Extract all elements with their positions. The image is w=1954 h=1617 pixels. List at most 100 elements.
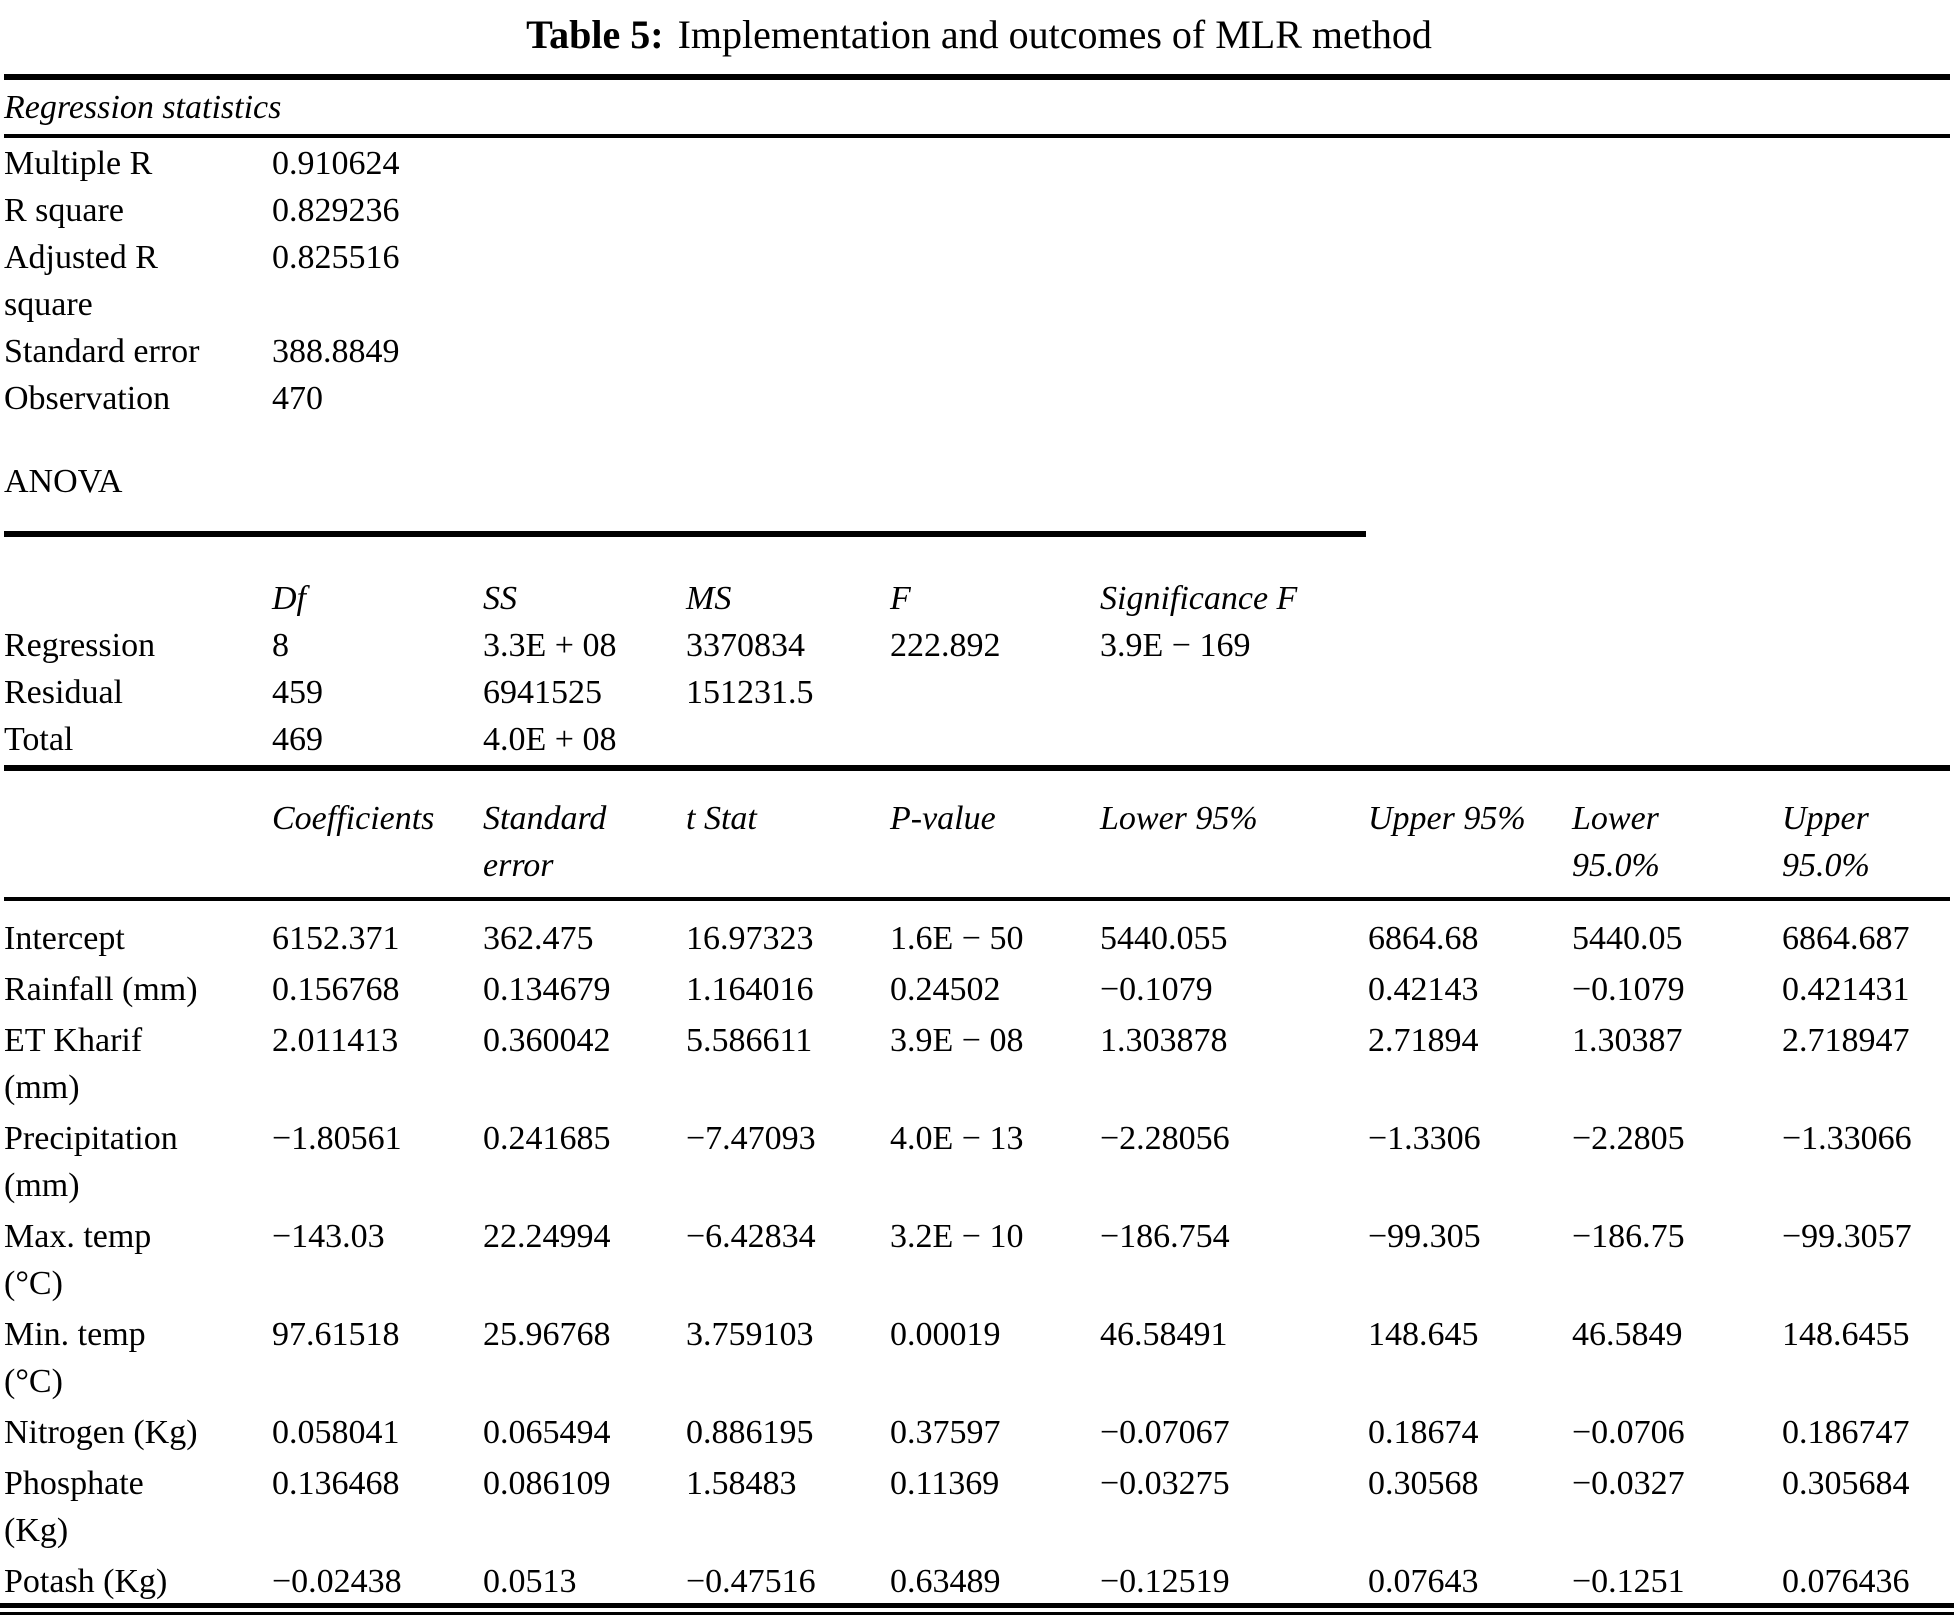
anova-cell: 3.3E + 08	[483, 627, 617, 664]
anova-column-header: F	[890, 580, 911, 617]
coeff-cell: 5440.055	[1100, 920, 1228, 957]
coeff-cell: 2.71894	[1368, 1022, 1479, 1059]
coeff-cell: −0.12519	[1100, 1563, 1230, 1600]
coeff-cell: 5.586611	[686, 1022, 813, 1059]
coeff-cell: −186.754	[1100, 1218, 1230, 1255]
coeff-cell: 0.07643	[1368, 1563, 1479, 1600]
coeff-row-label: Nitrogen (Kg)	[4, 1414, 198, 1451]
stat-label: Standard error	[4, 333, 200, 370]
coeff-row-label: ET Kharif (mm)	[4, 1022, 143, 1106]
coeff-cell: −0.1079	[1100, 971, 1213, 1008]
coeff-cell: 97.61518	[272, 1316, 400, 1353]
table-number-label: Table 5:	[526, 12, 664, 57]
anova-row-label: Total	[4, 721, 74, 758]
coeff-column-header: t Stat	[686, 800, 757, 837]
coeff-cell: 3.9E − 08	[890, 1022, 1024, 1059]
anova-cell: 459	[272, 674, 323, 711]
coeff-cell: 0.065494	[483, 1414, 611, 1451]
coeff-cell: 0.305684	[1782, 1465, 1910, 1502]
anova-row-label: Residual	[4, 674, 123, 711]
stat-label: Observation	[4, 380, 171, 417]
coeff-cell: −1.33066	[1782, 1120, 1912, 1157]
anova-cell: 222.892	[890, 627, 1001, 664]
coeff-column-header: Standard error	[483, 800, 607, 884]
coeff-cell: 362.475	[483, 920, 594, 957]
coeff-cell: 4.0E − 13	[890, 1120, 1024, 1157]
stat-value: 0.829236	[272, 192, 400, 229]
coeff-cell: 46.58491	[1100, 1316, 1228, 1353]
coeff-cell: −1.3306	[1368, 1120, 1481, 1157]
coeff-row-label: Min. temp (°C)	[4, 1316, 146, 1400]
coeff-cell: −6.42834	[686, 1218, 816, 1255]
divider-bottom-double-rule	[0, 1603, 1954, 1615]
coeff-cell: 0.134679	[483, 971, 611, 1008]
anova-column-header: Df	[272, 580, 306, 617]
coeff-cell: −0.0327	[1572, 1465, 1685, 1502]
anova-cell: 6941525	[483, 674, 602, 711]
regression-statistics-heading: Regression statistics	[4, 89, 282, 126]
anova-table: Df SS MS F Significance F Regression 8 3…	[4, 575, 1954, 763]
coeff-cell: 0.0513	[483, 1563, 577, 1600]
coeff-cell: 0.37597	[890, 1414, 1001, 1451]
coeff-cell: 0.421431	[1782, 971, 1910, 1008]
coeff-row-label: Max. temp (°C)	[4, 1218, 152, 1302]
coeff-cell: 1.58483	[686, 1465, 797, 1502]
coeff-cell: −2.28056	[1100, 1120, 1230, 1157]
coeff-cell: 5440.05	[1572, 920, 1683, 957]
anova-column-header: Significance F	[1100, 580, 1298, 617]
stat-value: 0.825516	[272, 239, 400, 276]
coeff-cell: 1.164016	[686, 971, 814, 1008]
anova-cell: 3.9E − 169	[1100, 627, 1251, 664]
coeff-cell: −0.1251	[1572, 1563, 1685, 1600]
coeff-cell: 0.241685	[483, 1120, 611, 1157]
anova-heading: ANOVA	[4, 463, 123, 500]
coeff-cell: 148.6455	[1782, 1316, 1910, 1353]
coeff-column-header: Coefficients	[272, 800, 435, 837]
coeff-cell: 0.11369	[890, 1465, 1000, 1502]
coeff-cell: 0.886195	[686, 1414, 814, 1451]
divider-above-coefficients-header	[4, 765, 1950, 771]
anova-cell: 8	[272, 627, 289, 664]
coeff-cell: 0.30568	[1368, 1465, 1479, 1502]
stat-value: 470	[272, 380, 323, 417]
table-title: Table 5: Implementation and outcomes of M…	[4, 8, 1954, 62]
coeff-cell: −0.47516	[686, 1563, 816, 1600]
coeff-column-header: Upper 95.0%	[1782, 800, 1870, 884]
coeff-cell: 6152.371	[272, 920, 400, 957]
coeff-cell: −186.75	[1572, 1218, 1685, 1255]
coeff-cell: 1.6E − 50	[890, 920, 1024, 957]
coeff-column-header: Lower 95%	[1100, 800, 1258, 837]
coeff-cell: 1.30387	[1572, 1022, 1683, 1059]
coeff-cell: −2.2805	[1572, 1120, 1685, 1157]
anova-row-label: Regression	[4, 627, 156, 664]
stat-label: Adjusted R square	[4, 239, 158, 323]
anova-column-header: SS	[483, 580, 517, 617]
divider-under-anova-heading	[4, 531, 1366, 537]
coeff-cell: 0.086109	[483, 1465, 611, 1502]
anova-cell: 3370834	[686, 627, 805, 664]
anova-cell: 4.0E + 08	[483, 721, 617, 758]
stat-value: 388.8849	[272, 333, 400, 370]
coeff-cell: −143.03	[272, 1218, 385, 1255]
coefficients-table: Intercept 6152.371 362.475 16.97323 1.6E…	[4, 915, 1954, 1605]
coeff-cell: −0.1079	[1572, 971, 1685, 1008]
coeff-column-header: Upper 95%	[1368, 800, 1526, 837]
divider-under-regression-heading	[4, 134, 1950, 138]
anova-column-header: MS	[686, 580, 732, 617]
stat-value: 0.910624	[272, 145, 400, 182]
coeff-cell: −0.03275	[1100, 1465, 1230, 1502]
coeff-cell: 3.2E − 10	[890, 1218, 1024, 1255]
stat-label: Multiple R	[4, 145, 153, 182]
coeff-column-header: P-value	[890, 800, 996, 837]
table-caption: Implementation and outcomes of MLR metho…	[677, 12, 1432, 57]
coeff-cell: 0.00019	[890, 1316, 1001, 1353]
coeff-cell: 2.011413	[272, 1022, 399, 1059]
coeff-cell: −0.02438	[272, 1563, 402, 1600]
coeff-cell: −0.07067	[1100, 1414, 1230, 1451]
coeff-cell: 22.24994	[483, 1218, 611, 1255]
coeff-row-label: Phosphate (Kg)	[4, 1465, 144, 1549]
coeff-cell: 0.156768	[272, 971, 400, 1008]
coeff-cell: −1.80561	[272, 1120, 402, 1157]
coeff-cell: 0.42143	[1368, 971, 1479, 1008]
coeff-cell: 148.645	[1368, 1316, 1479, 1353]
